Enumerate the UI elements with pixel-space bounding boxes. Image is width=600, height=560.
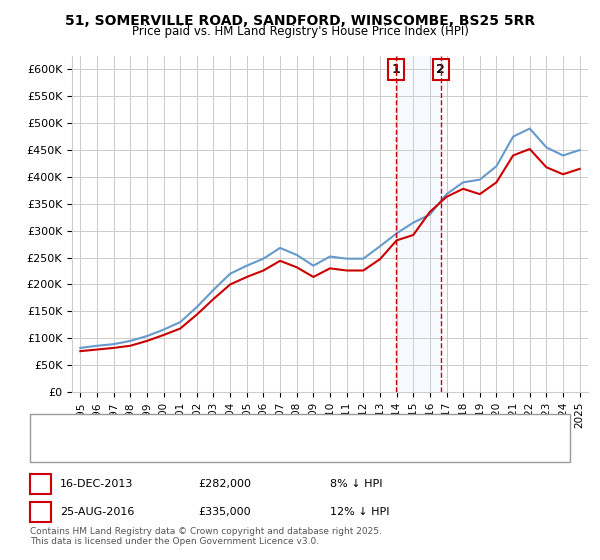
Text: 51, SOMERVILLE ROAD, SANDFORD, WINSCOMBE, BS25 5RR (detached house): 51, SOMERVILLE ROAD, SANDFORD, WINSCOMBE…: [72, 423, 481, 433]
Text: £282,000: £282,000: [198, 479, 251, 489]
Text: 8% ↓ HPI: 8% ↓ HPI: [330, 479, 383, 489]
Text: 2: 2: [36, 506, 44, 519]
Text: 51, SOMERVILLE ROAD, SANDFORD, WINSCOMBE, BS25 5RR: 51, SOMERVILLE ROAD, SANDFORD, WINSCOMBE…: [65, 14, 535, 28]
Text: 1: 1: [36, 478, 44, 491]
Text: HPI: Average price, detached house, North Somerset: HPI: Average price, detached house, Nort…: [72, 444, 347, 454]
Text: 2: 2: [436, 63, 445, 76]
Text: 1: 1: [392, 63, 400, 76]
Text: 12% ↓ HPI: 12% ↓ HPI: [330, 507, 389, 517]
Text: 16-DEC-2013: 16-DEC-2013: [60, 479, 133, 489]
Bar: [396, 56, 440, 392]
Text: Contains HM Land Registry data © Crown copyright and database right 2025.
This d: Contains HM Land Registry data © Crown c…: [30, 526, 382, 546]
Text: £335,000: £335,000: [198, 507, 251, 517]
Text: 25-AUG-2016: 25-AUG-2016: [60, 507, 134, 517]
Text: Price paid vs. HM Land Registry's House Price Index (HPI): Price paid vs. HM Land Registry's House …: [131, 25, 469, 38]
